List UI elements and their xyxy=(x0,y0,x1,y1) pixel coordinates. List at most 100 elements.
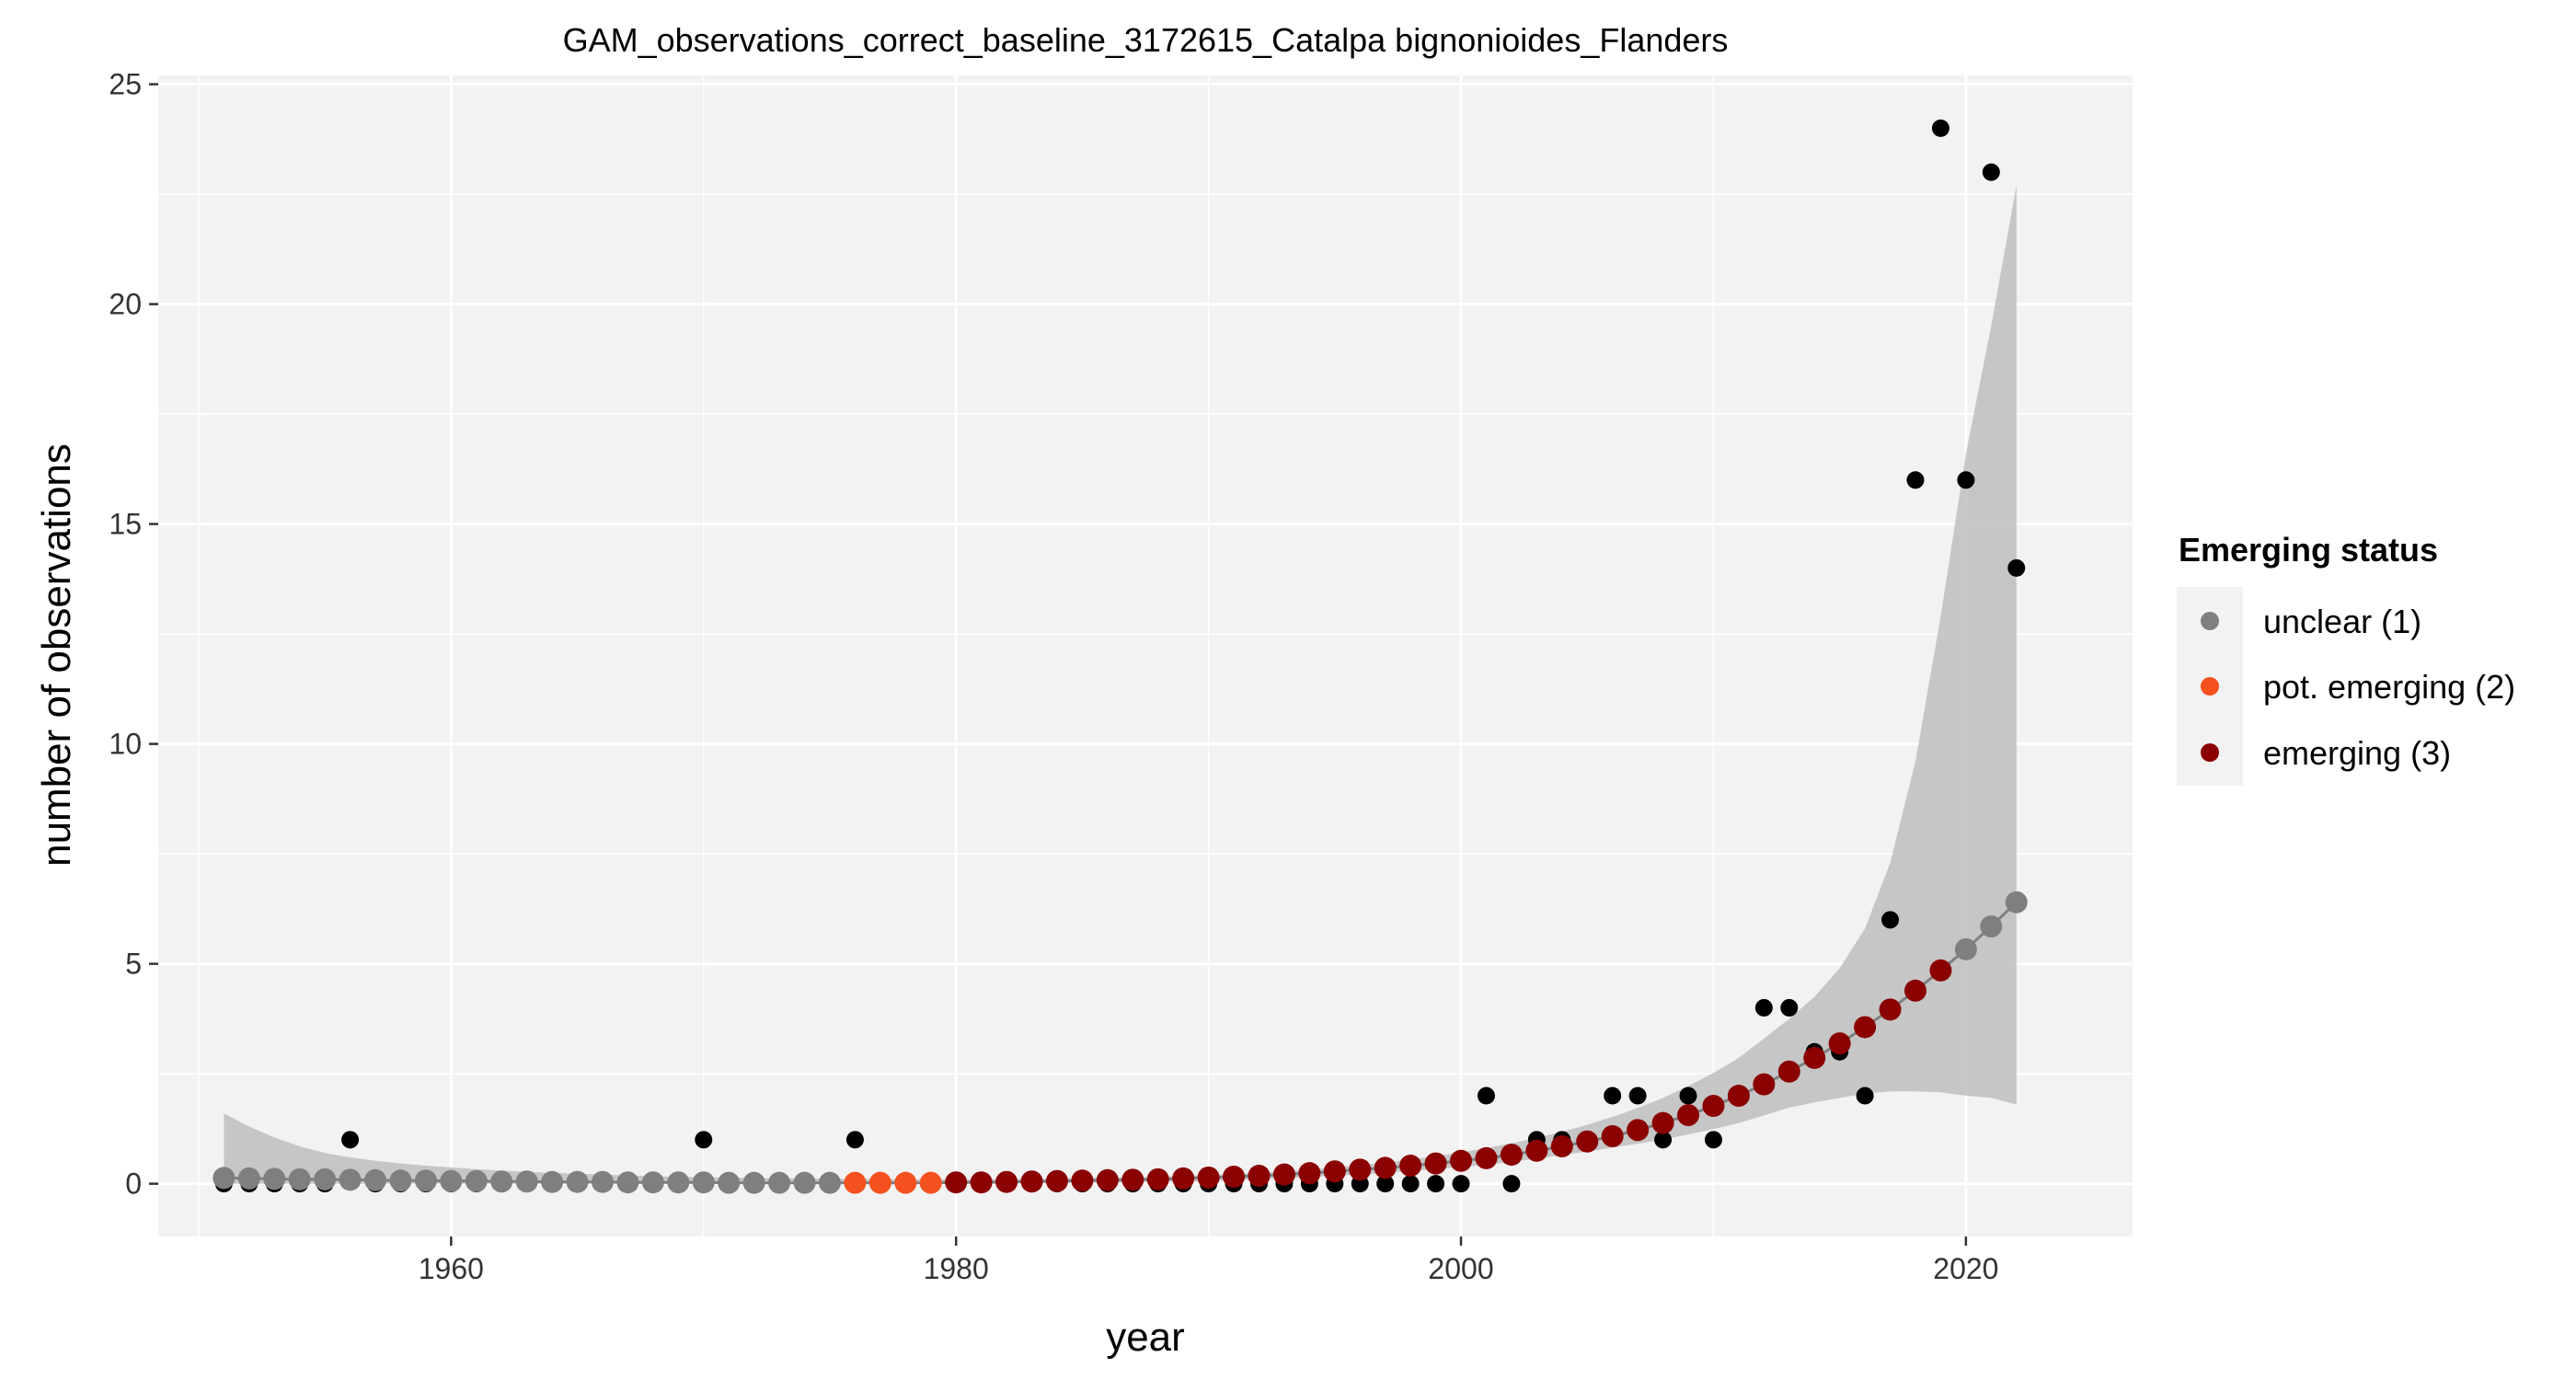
fit-point xyxy=(1146,1167,1169,1190)
fit-point xyxy=(1223,1165,1246,1188)
x-axis-title: year xyxy=(1106,1315,1185,1360)
observation-point xyxy=(1427,1175,1445,1193)
fit-point xyxy=(1980,914,2003,937)
fit-point xyxy=(1777,1060,1800,1083)
fit-point xyxy=(515,1170,538,1193)
fit-point xyxy=(339,1168,362,1191)
observation-point xyxy=(1604,1087,1622,1105)
x-tick-label: 2000 xyxy=(1428,1252,1493,1285)
fit-point xyxy=(1475,1146,1498,1169)
fit-point xyxy=(1702,1095,1725,1118)
fit-point xyxy=(1954,937,1977,960)
chart-title: GAM_observations_correct_baseline_317261… xyxy=(563,21,1729,59)
fit-point xyxy=(1601,1125,1624,1148)
observation-point xyxy=(695,1131,713,1149)
observation-point xyxy=(2007,558,2026,577)
fit-point xyxy=(1627,1119,1650,1142)
fit-point xyxy=(1272,1163,1295,1186)
fit-point xyxy=(1854,1016,1877,1039)
fit-point xyxy=(591,1170,614,1193)
x-tick-label: 1960 xyxy=(419,1252,484,1285)
fit-point xyxy=(1727,1085,1750,1108)
fit-point xyxy=(314,1167,337,1190)
legend-label-unclear: unclear (1) xyxy=(2263,603,2421,640)
fit-point xyxy=(1424,1152,1447,1175)
fit-point xyxy=(667,1171,690,1194)
confidence-band xyxy=(224,185,2017,1184)
fit-point xyxy=(1197,1166,1220,1189)
fit-point xyxy=(1298,1162,1321,1185)
legend: Emerging status unclear (1) pot. emergin… xyxy=(2177,531,2515,786)
fit-point xyxy=(1172,1167,1195,1190)
observation-point xyxy=(1780,998,1799,1017)
fit-point xyxy=(641,1171,664,1194)
observation-point xyxy=(1376,1175,1395,1193)
fit-point xyxy=(1121,1168,1144,1191)
plot-panel: 1960 1980 2000 2020 0 5 10 15 20 25 xyxy=(109,68,2133,1285)
fit-point xyxy=(1677,1104,1700,1127)
legend-label-emerging: emerging (3) xyxy=(2263,734,2451,772)
fit-point xyxy=(692,1171,715,1194)
y-tick-label: 10 xyxy=(109,728,142,761)
fit-point xyxy=(1045,1169,1068,1192)
legend-key-emerging xyxy=(2201,743,2219,762)
fit-point xyxy=(1753,1073,1776,1096)
fit-point xyxy=(1020,1170,1043,1193)
y-tick-label: 20 xyxy=(109,288,142,321)
fit-point xyxy=(1803,1046,1826,1069)
observation-point xyxy=(1654,1131,1673,1149)
fit-point xyxy=(389,1169,412,1192)
fit-point xyxy=(1525,1139,1548,1162)
observation-point xyxy=(1704,1131,1722,1149)
observation-point xyxy=(1881,911,1900,929)
fit-point xyxy=(1349,1158,1372,1181)
observation-point xyxy=(1452,1175,1470,1193)
fit-point xyxy=(1248,1165,1271,1188)
fit-point xyxy=(1323,1160,1346,1183)
observation-point xyxy=(1931,119,1949,137)
fit-point xyxy=(414,1169,437,1192)
fit-point xyxy=(1828,1032,1851,1055)
fit-point xyxy=(263,1167,286,1190)
fit-point xyxy=(1374,1156,1397,1179)
x-tick-label: 2020 xyxy=(1933,1252,1998,1285)
fit-point xyxy=(1500,1144,1523,1167)
fit-point xyxy=(1399,1155,1422,1178)
y-tick-label: 0 xyxy=(125,1167,142,1201)
observation-point xyxy=(1856,1087,1874,1105)
fit-point xyxy=(818,1171,841,1194)
fit-point xyxy=(288,1167,311,1190)
fit-point xyxy=(844,1171,867,1194)
fit-point xyxy=(1651,1111,1674,1134)
fit-point xyxy=(793,1171,816,1194)
y-tick-label: 5 xyxy=(125,948,142,981)
fit-point xyxy=(995,1170,1018,1193)
legend-label-pot-emerging: pot. emerging (2) xyxy=(2263,668,2515,706)
observation-point xyxy=(1401,1175,1420,1193)
fit-point xyxy=(440,1169,463,1192)
observation-point xyxy=(1906,471,1925,489)
fit-point xyxy=(894,1171,917,1194)
fit-point xyxy=(364,1168,387,1191)
fit-point xyxy=(2005,891,2028,914)
fit-point xyxy=(1879,998,1902,1021)
fit-point xyxy=(1576,1130,1599,1153)
observation-point xyxy=(1957,471,1975,489)
fit-point xyxy=(919,1171,942,1194)
fit-point xyxy=(1550,1135,1573,1158)
fit-point xyxy=(742,1171,765,1194)
fit-point xyxy=(1929,959,1952,982)
fit-point xyxy=(1096,1168,1119,1191)
fit-point xyxy=(868,1171,891,1194)
observation-point xyxy=(1477,1087,1495,1105)
fit-point xyxy=(541,1170,564,1193)
observation-point xyxy=(845,1131,864,1149)
fit-point xyxy=(718,1171,741,1194)
fit-point xyxy=(237,1167,260,1190)
observation-point xyxy=(1679,1087,1697,1105)
fit-point xyxy=(566,1170,589,1193)
fit-point xyxy=(1450,1149,1473,1172)
fit-point xyxy=(945,1171,968,1194)
fit-point xyxy=(490,1170,513,1193)
